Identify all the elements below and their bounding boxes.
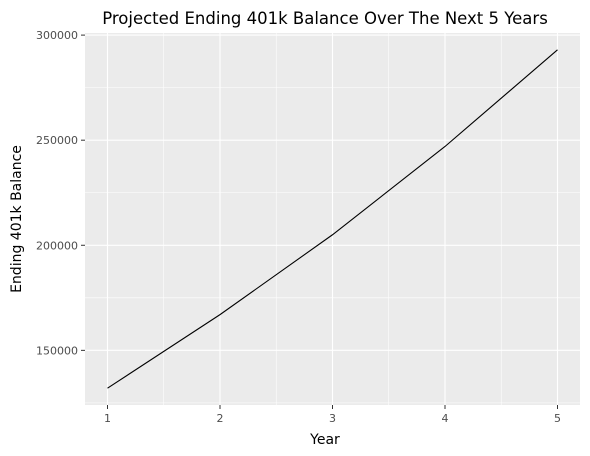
x-tick-label: 4 (442, 412, 449, 425)
y-tick-label: 300000 (36, 29, 78, 42)
series-group (107, 49, 558, 389)
y-tick-label: 250000 (36, 134, 78, 147)
x-tick-label: 3 (329, 412, 336, 425)
y-tick-label: 200000 (36, 239, 78, 252)
chart-title: Projected Ending 401k Balance Over The N… (102, 9, 548, 28)
x-tick-label: 5 (554, 412, 561, 425)
x-axis-title: Year (309, 432, 340, 448)
x-axis: 1 2 3 4 5 (104, 405, 561, 425)
major-gridlines (85, 33, 580, 405)
series-line (107, 49, 558, 389)
y-tick-label: 150000 (36, 344, 78, 357)
x-tick-label: 1 (104, 412, 111, 425)
x-tick-label: 2 (217, 412, 224, 425)
y-axis-title: Ending 401k Balance (9, 145, 25, 293)
y-axis: 150000 200000 250000 300000 (36, 29, 85, 357)
